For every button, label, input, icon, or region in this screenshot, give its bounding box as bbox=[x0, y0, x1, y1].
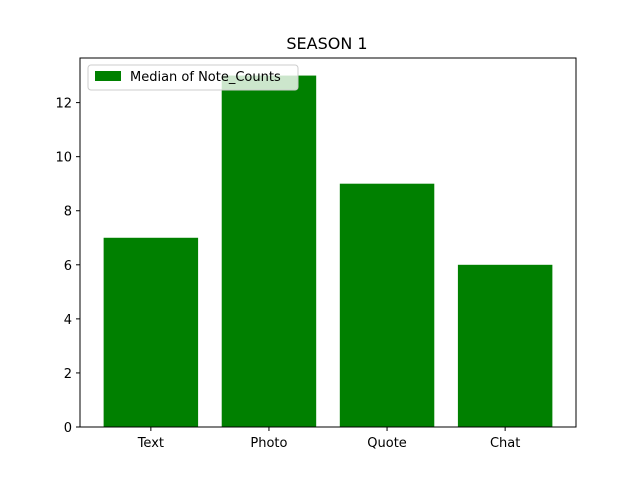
legend-label: Median of Note_Counts bbox=[130, 70, 281, 85]
x-tick-label: Chat bbox=[490, 436, 520, 451]
y-tick-label: 0 bbox=[64, 421, 72, 436]
bar-text bbox=[103, 237, 199, 427]
x-tick-label: Text bbox=[137, 436, 164, 451]
legend-swatch bbox=[95, 71, 121, 81]
bars-group bbox=[103, 75, 553, 427]
y-tick-label: 6 bbox=[64, 259, 72, 274]
y-tick-label: 4 bbox=[64, 313, 72, 328]
y-tick-label: 8 bbox=[64, 205, 72, 220]
x-tick-label: Quote bbox=[367, 436, 407, 451]
plot-frame bbox=[79, 57, 577, 428]
y-tick-label: 10 bbox=[55, 151, 72, 166]
legend-box bbox=[87, 64, 299, 91]
bar-chat bbox=[457, 264, 553, 427]
bar-quote bbox=[339, 183, 435, 427]
y-axis: 0 2 4 6 8 10 12 bbox=[55, 97, 80, 436]
y-tick-label: 12 bbox=[55, 97, 72, 112]
x-axis: Text Photo Quote Chat bbox=[137, 427, 520, 451]
x-tick-label: Photo bbox=[250, 436, 287, 451]
chart-title: SEASON 1 bbox=[286, 34, 367, 53]
bar-photo bbox=[221, 75, 317, 427]
legend: Median of Note_Counts bbox=[87, 64, 299, 91]
y-tick-label: 2 bbox=[64, 367, 72, 382]
